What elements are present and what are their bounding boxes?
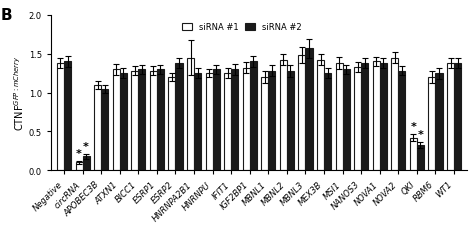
Bar — [261, 78, 268, 171]
Bar — [299, 56, 305, 171]
Bar — [287, 71, 294, 171]
Bar — [94, 85, 101, 171]
Bar — [324, 74, 331, 171]
Bar — [317, 61, 324, 171]
Bar — [75, 163, 82, 171]
Bar — [82, 157, 90, 171]
Bar — [436, 74, 443, 171]
Bar — [380, 64, 387, 171]
Bar — [343, 70, 350, 171]
Text: *: * — [83, 141, 89, 151]
Bar — [113, 70, 120, 171]
Bar — [131, 71, 138, 171]
Bar — [447, 64, 454, 171]
Bar — [268, 71, 275, 171]
Bar — [231, 70, 238, 171]
Bar — [101, 89, 108, 171]
Bar — [194, 74, 201, 171]
Bar — [120, 74, 127, 171]
Bar — [373, 62, 380, 171]
Bar — [361, 64, 368, 171]
Bar — [224, 74, 231, 171]
Bar — [454, 64, 461, 171]
Bar — [398, 71, 405, 171]
Bar — [250, 62, 257, 171]
Bar — [150, 71, 157, 171]
Bar — [410, 138, 417, 171]
Text: *: * — [76, 148, 82, 158]
Legend: siRNA #1, siRNA #2: siRNA #1, siRNA #2 — [179, 20, 305, 35]
Bar — [428, 78, 436, 171]
Text: *: * — [410, 121, 416, 131]
Bar — [64, 62, 71, 171]
Bar — [157, 70, 164, 171]
Bar — [336, 64, 343, 171]
Text: *: * — [418, 130, 423, 139]
Bar — [243, 68, 250, 171]
Bar — [354, 68, 361, 171]
Bar — [391, 58, 398, 171]
Bar — [280, 61, 287, 171]
Bar — [168, 78, 175, 171]
Bar — [206, 74, 213, 171]
Bar — [138, 70, 146, 171]
Bar — [57, 64, 64, 171]
Bar — [305, 49, 312, 171]
Bar — [175, 64, 182, 171]
Bar — [213, 70, 219, 171]
Y-axis label: CTNF$^{GFP:mCherry}$: CTNF$^{GFP:mCherry}$ — [12, 55, 26, 131]
Bar — [417, 146, 424, 171]
Text: B: B — [1, 8, 13, 23]
Bar — [187, 58, 194, 171]
